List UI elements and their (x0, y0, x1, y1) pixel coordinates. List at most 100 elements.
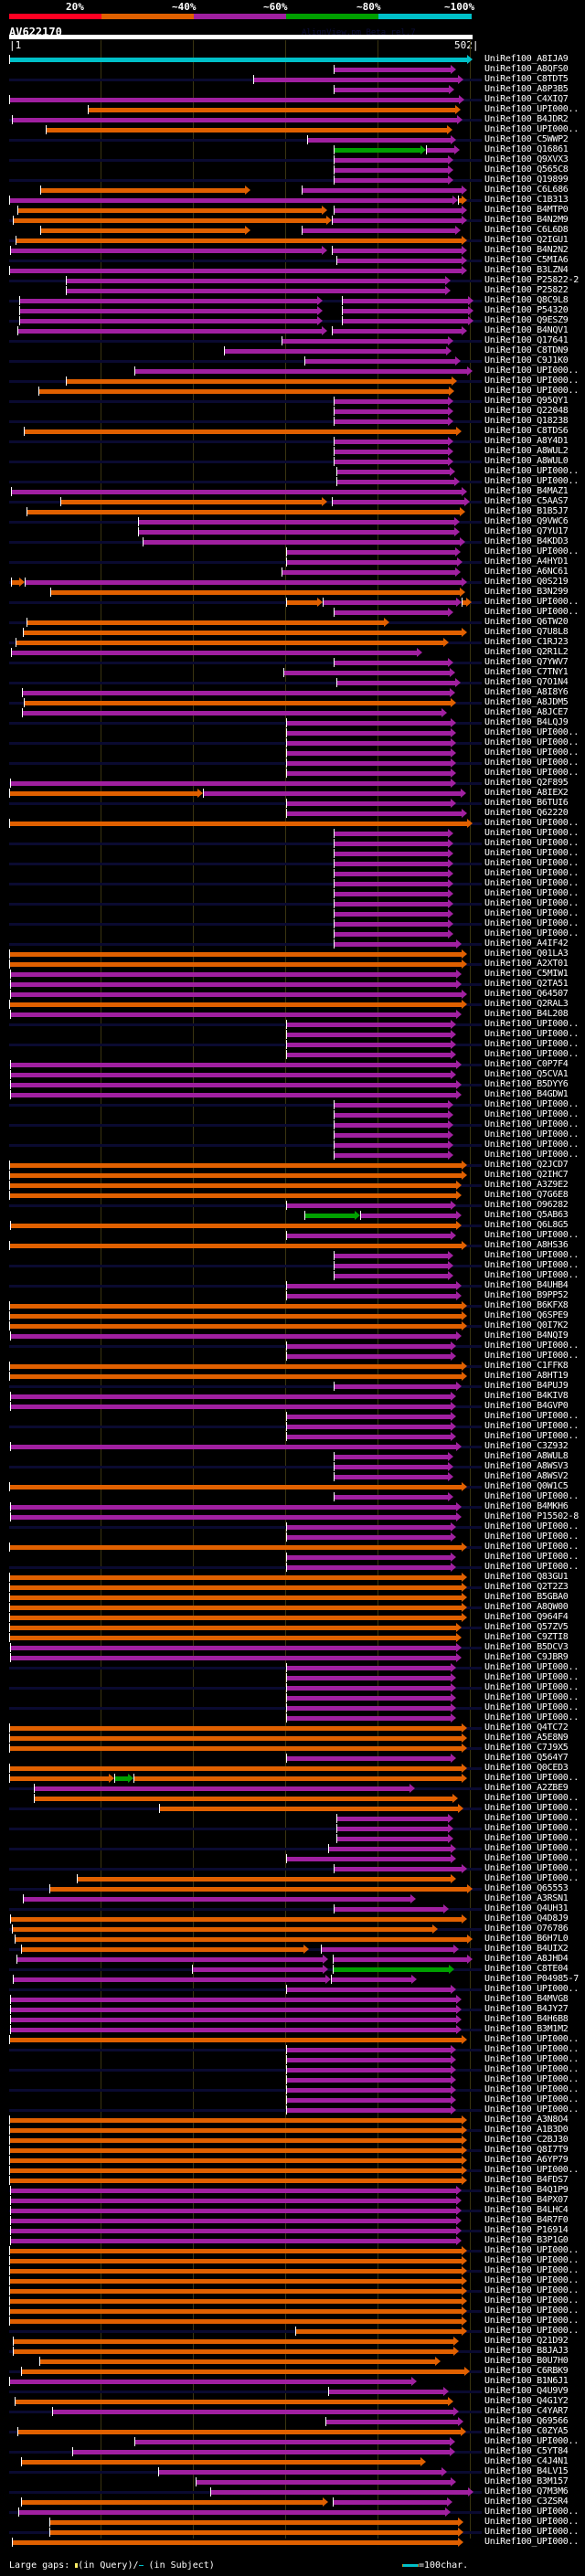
hsp-segment-orange[interactable] (48, 2520, 459, 2525)
alignment-row[interactable]: UniRef100_UPI000.. (0, 2527, 585, 2538)
hsp-segment-orange[interactable] (9, 1244, 463, 1248)
hsp-segment-orange[interactable] (9, 1595, 463, 1600)
hsp-segment-purple[interactable] (301, 188, 463, 193)
alignment-row[interactable]: UniRef100_UPI000.. (0, 1109, 585, 1120)
hsp-segment-purple[interactable] (285, 2068, 452, 2072)
subject-label[interactable]: UniRef100_C6L686 (484, 185, 569, 195)
hsp-segment-purple[interactable] (10, 1394, 452, 1399)
hsp-segment-purple[interactable] (334, 168, 449, 173)
alignment-row[interactable]: UniRef100_A3Z9E2 (0, 1180, 585, 1191)
hsp-segment-orange[interactable] (13, 2349, 454, 2354)
subject-label[interactable]: UniRef100_B6H7L0 (484, 1934, 569, 1944)
alignment-row[interactable]: UniRef100_UPI000.. (0, 1431, 585, 1442)
alignment-row[interactable]: UniRef100_UPI000.. (0, 858, 585, 869)
alignment-row[interactable]: UniRef100_B4JDR2 (0, 114, 585, 125)
subject-label[interactable]: UniRef100_UPI000.. (484, 1109, 579, 1119)
hsp-segment-orange[interactable] (12, 1927, 433, 1932)
alignment-row[interactable]: UniRef100_Q83GU1 (0, 1572, 585, 1583)
alignment-row[interactable]: UniRef100_UPI000.. (0, 1491, 585, 1502)
subject-label[interactable]: UniRef100_UPI000.. (484, 2094, 579, 2104)
subject-label[interactable]: UniRef100_UPI000.. (484, 2074, 579, 2084)
subject-label[interactable]: UniRef100_B4MVG8 (484, 1994, 569, 2004)
alignment-row[interactable]: UniRef100_B4KDD3 (0, 536, 585, 547)
subject-label[interactable]: UniRef100_C0ZYA5 (484, 2426, 569, 2436)
subject-label[interactable]: UniRef100_B4R7F0 (484, 2215, 569, 2225)
hsp-segment-purple[interactable] (285, 811, 463, 816)
alignment-row[interactable]: UniRef100_Q69566 (0, 2416, 585, 2427)
subject-label[interactable]: UniRef100_C4XIQ7 (484, 94, 569, 104)
subject-label[interactable]: UniRef100_UPI000.. (484, 1039, 579, 1049)
alignment-row[interactable]: UniRef100_UPI000.. (0, 1230, 585, 1241)
hsp-segment-green[interactable] (334, 148, 422, 153)
subject-label[interactable]: UniRef100_B5DYY6 (484, 1079, 569, 1089)
hsp-segment-purple[interactable] (336, 1817, 449, 1821)
hsp-segment-orange[interactable] (294, 2329, 463, 2334)
subject-label[interactable]: UniRef100_C4YAR7 (484, 2406, 569, 2416)
hsp-segment-purple[interactable] (301, 228, 456, 233)
hsp-segment-purple[interactable] (10, 992, 463, 997)
subject-label[interactable]: UniRef100_B8JAJ3 (484, 2346, 569, 2356)
hsp-segment-purple[interactable] (342, 309, 469, 313)
subject-label[interactable]: UniRef100_Q2RAL3 (484, 999, 569, 1009)
alignment-row[interactable]: UniRef100_UPI000.. (0, 1662, 585, 1673)
hsp-segment-purple[interactable] (332, 329, 463, 334)
hsp-segment-purple[interactable] (334, 942, 457, 947)
alignment-row[interactable]: UniRef100_B4LHC4 (0, 2205, 585, 2216)
subject-label[interactable]: UniRef100_A4IF42 (484, 938, 569, 949)
hsp-segment-purple[interactable] (10, 2219, 457, 2223)
alignment-row[interactable]: UniRef100_C1B313 (0, 195, 585, 206)
alignment-row[interactable]: UniRef100_C9J1K0 (0, 355, 585, 366)
subject-label[interactable]: UniRef100_A2ZBE9 (484, 1783, 569, 1793)
subject-label[interactable]: UniRef100_UPI000.. (484, 2054, 579, 2064)
alignment-row[interactable]: UniRef100_A8IJA9 (0, 54, 585, 65)
hsp-segment-purple[interactable] (10, 2199, 457, 2203)
subject-label[interactable]: UniRef100_UPI000.. (484, 546, 579, 557)
hsp-segment-purple[interactable] (334, 460, 449, 464)
hsp-segment-purple[interactable] (202, 791, 462, 796)
alignment-row[interactable]: UniRef100_C6L6D8 (0, 225, 585, 236)
alignment-row[interactable]: UniRef100_Q2RAL3 (0, 999, 585, 1010)
alignment-row[interactable]: UniRef100_C9ZTI8 (0, 1632, 585, 1643)
alignment-row[interactable]: UniRef100_UPI000.. (0, 476, 585, 487)
alignment-row[interactable]: UniRef100_UPI000.. (0, 1270, 585, 1281)
alignment-row[interactable]: UniRef100_UPI000.. (0, 2265, 585, 2276)
hsp-segment-orange[interactable] (9, 791, 198, 796)
hsp-segment-purple[interactable] (285, 2088, 452, 2093)
hsp-segment-orange[interactable] (17, 208, 324, 213)
hsp-segment-cyan[interactable] (9, 58, 468, 62)
alignment-row[interactable]: UniRef100_UPI000.. (0, 1692, 585, 1703)
hsp-segment-purple[interactable] (282, 671, 451, 675)
subject-label[interactable]: UniRef100_UPI000.. (484, 1129, 579, 1140)
hsp-segment-orange[interactable] (21, 2369, 465, 2374)
subject-label[interactable]: UniRef100_A8HT19 (484, 1371, 569, 1381)
subject-label[interactable]: UniRef100_UPI000.. (484, 1692, 579, 1702)
subject-label[interactable]: UniRef100_UPI000.. (484, 1984, 579, 1994)
hsp-segment-purple[interactable] (65, 279, 446, 283)
subject-label[interactable]: UniRef100_B4PUJ9 (484, 1381, 569, 1391)
alignment-row[interactable]: UniRef100_UPI000.. (0, 747, 585, 758)
hsp-segment-purple[interactable] (334, 1384, 457, 1389)
alignment-row[interactable]: UniRef100_Q4U9V9 (0, 2386, 585, 2397)
hsp-segment-purple[interactable] (10, 1515, 457, 1520)
subject-label[interactable]: UniRef100_B4MAZ1 (484, 486, 569, 496)
hsp-segment-orange[interactable] (15, 2400, 449, 2404)
alignment-row[interactable]: UniRef100_A8WUL0 (0, 456, 585, 467)
hsp-segment-purple[interactable] (285, 2108, 452, 2113)
hsp-segment-purple[interactable] (334, 661, 449, 665)
alignment-row[interactable]: UniRef100_Q57ZV5 (0, 1622, 585, 1633)
alignment-row[interactable]: UniRef100_UPI000.. (0, 2285, 585, 2296)
subject-label[interactable]: UniRef100_UPI000.. (484, 386, 579, 396)
hsp-segment-purple[interactable] (285, 1344, 452, 1349)
hsp-segment-orange[interactable] (9, 1183, 457, 1188)
subject-label[interactable]: UniRef100_C5MIA6 (484, 255, 569, 265)
hsp-segment-purple[interactable] (334, 912, 449, 917)
subject-label[interactable]: UniRef100_A8I8Y6 (484, 687, 569, 697)
subject-label[interactable]: UniRef100_A8Y4D1 (484, 436, 569, 446)
alignment-row[interactable]: UniRef100_B4H6B8 (0, 2014, 585, 2025)
hsp-segment-orange[interactable] (9, 1585, 463, 1590)
alignment-row[interactable]: UniRef100_UPI000.. (0, 2255, 585, 2266)
alignment-row[interactable]: UniRef100_C5WWP2 (0, 134, 585, 145)
alignment-row[interactable]: UniRef100_UPI000.. (0, 2245, 585, 2256)
hsp-segment-purple[interactable] (336, 470, 451, 474)
hsp-segment-purple[interactable] (285, 1415, 452, 1419)
